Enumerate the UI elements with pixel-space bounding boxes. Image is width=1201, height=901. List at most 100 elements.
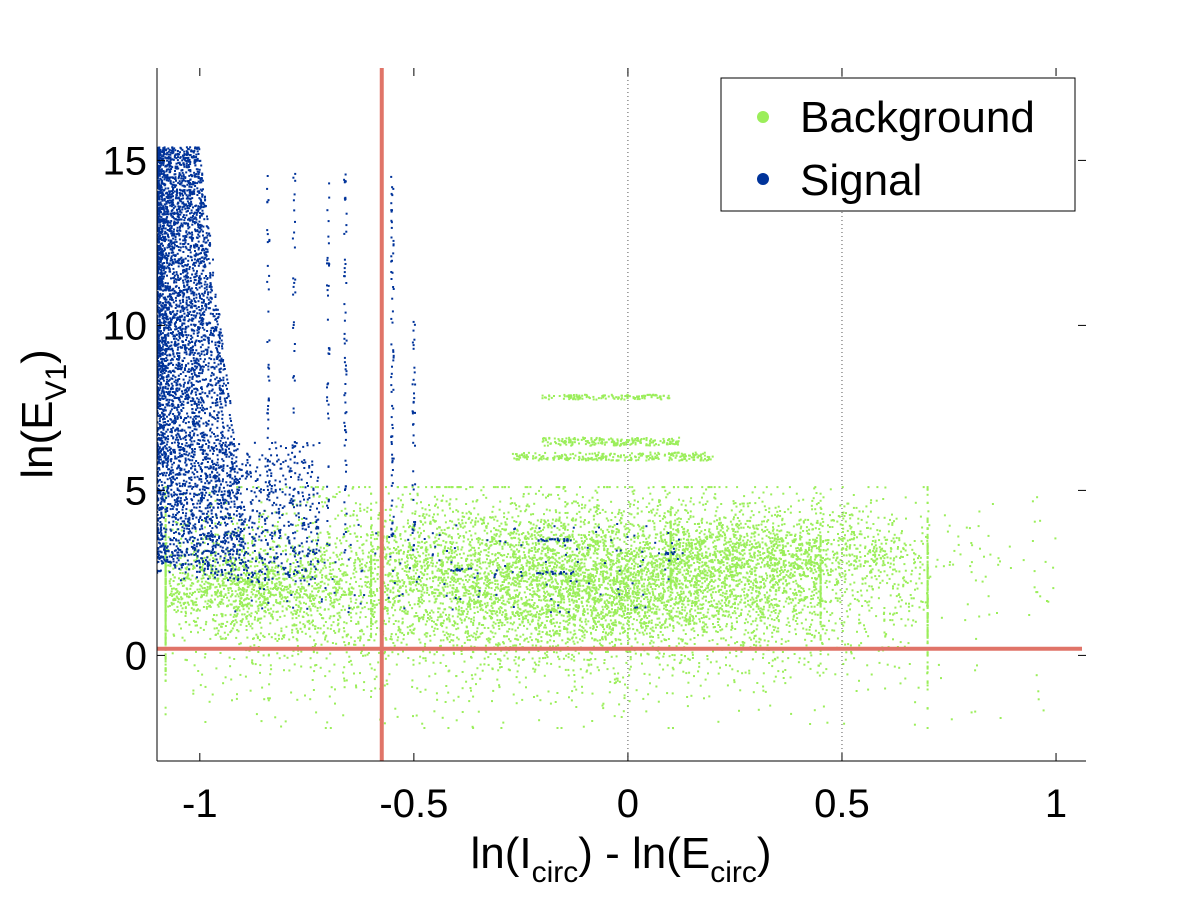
point (387, 560, 390, 563)
point (476, 499, 479, 502)
point (543, 513, 545, 516)
point (636, 563, 639, 566)
point (555, 486, 558, 489)
point (677, 486, 680, 489)
point (592, 607, 595, 609)
point (429, 611, 431, 614)
point (718, 517, 721, 520)
point (384, 606, 387, 608)
point (348, 642, 350, 644)
point (698, 665, 701, 668)
point (738, 543, 741, 546)
point (792, 608, 795, 610)
point (336, 624, 339, 627)
point (403, 550, 405, 553)
point (478, 601, 481, 604)
point (483, 657, 486, 660)
point (328, 532, 331, 535)
point (783, 565, 786, 568)
point (561, 639, 564, 642)
point (755, 617, 758, 620)
point (318, 495, 321, 498)
point (647, 601, 650, 603)
point (476, 606, 479, 609)
point (345, 539, 348, 542)
point (459, 535, 462, 538)
point (589, 651, 592, 654)
point (651, 626, 654, 629)
point (489, 516, 492, 519)
point (772, 586, 775, 589)
point (372, 613, 375, 616)
point (469, 548, 472, 551)
point (630, 538, 633, 541)
point (458, 565, 461, 568)
point (541, 612, 544, 615)
point (739, 594, 742, 597)
point (737, 595, 740, 597)
point (774, 675, 777, 678)
point (481, 604, 484, 607)
point (536, 611, 538, 614)
point (580, 558, 583, 561)
point (443, 576, 446, 579)
point (501, 547, 504, 550)
point (491, 631, 494, 634)
point (828, 580, 831, 583)
point (642, 633, 645, 636)
point (643, 672, 646, 675)
point (709, 576, 712, 579)
point (432, 630, 435, 633)
point (800, 611, 803, 614)
point (321, 553, 324, 556)
point (604, 576, 607, 579)
point (321, 617, 324, 620)
point (903, 645, 906, 648)
point (481, 609, 484, 612)
point (371, 595, 374, 597)
point (277, 602, 280, 605)
point (675, 645, 678, 648)
point (319, 571, 322, 574)
point (889, 562, 892, 565)
point (327, 593, 330, 596)
point (535, 663, 537, 666)
point (656, 554, 659, 557)
point (398, 561, 401, 564)
point (255, 633, 258, 636)
point (648, 519, 651, 522)
point (377, 599, 380, 601)
point (470, 645, 473, 648)
point (360, 563, 363, 566)
point (692, 515, 695, 518)
point (397, 636, 400, 639)
point (401, 617, 404, 620)
point (906, 554, 909, 556)
point (554, 579, 557, 582)
point (338, 598, 341, 601)
point (480, 600, 483, 603)
point (434, 576, 437, 579)
point (776, 515, 778, 518)
point (650, 639, 653, 642)
point (362, 552, 365, 555)
point (564, 558, 566, 561)
point (384, 519, 387, 522)
point (841, 531, 844, 533)
point (686, 529, 689, 532)
point (385, 553, 388, 556)
point (804, 518, 807, 521)
point (664, 556, 667, 559)
point (500, 571, 503, 574)
point (579, 584, 582, 587)
point (826, 610, 828, 613)
point (493, 518, 496, 521)
scatter-points (157, 146, 1057, 729)
point (663, 607, 665, 610)
point (630, 612, 633, 614)
point (538, 660, 541, 663)
point (421, 572, 424, 575)
point (617, 672, 620, 675)
point (213, 627, 216, 630)
point (415, 588, 418, 591)
